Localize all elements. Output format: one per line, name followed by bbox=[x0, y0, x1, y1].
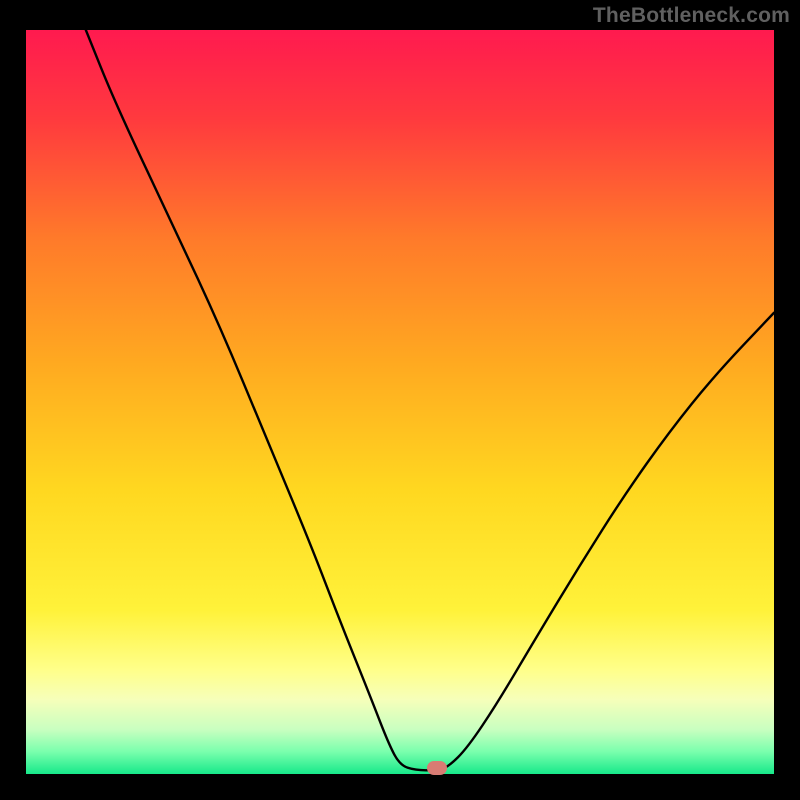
chart-frame: TheBottleneck.com bbox=[0, 0, 800, 800]
attribution-text: TheBottleneck.com bbox=[593, 4, 790, 28]
plot-area bbox=[26, 30, 774, 774]
curve-path bbox=[86, 30, 774, 770]
bottleneck-curve bbox=[26, 30, 774, 774]
optimum-marker bbox=[427, 761, 447, 775]
